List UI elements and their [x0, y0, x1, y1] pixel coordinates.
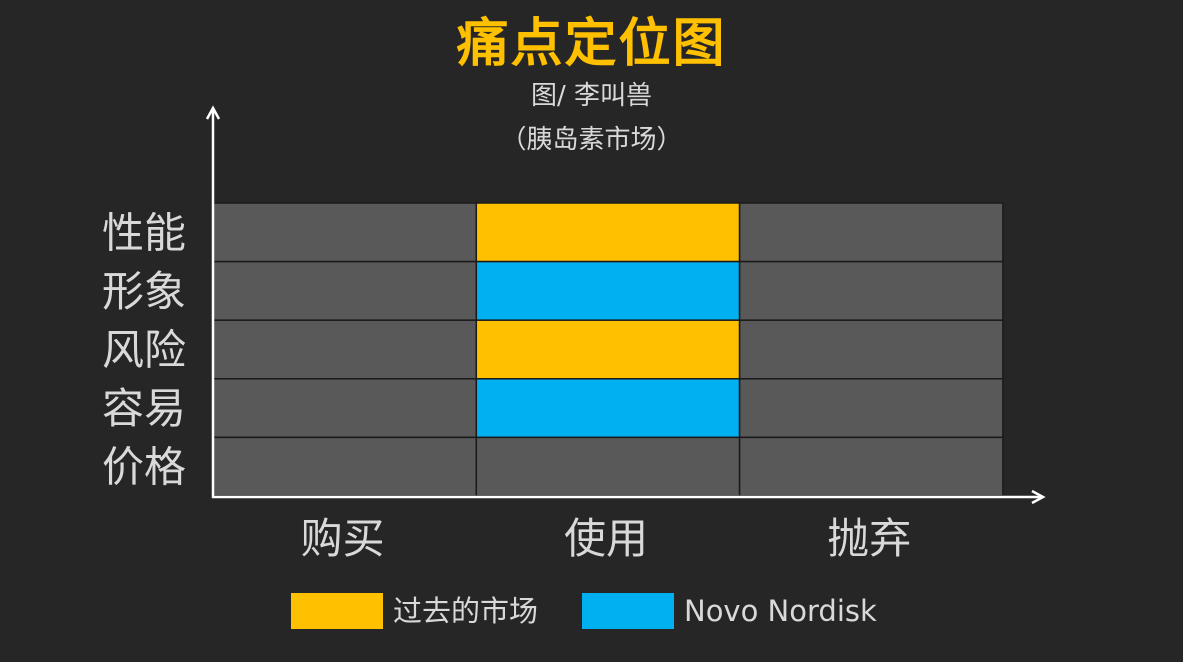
heatmap-cell-r1-c0	[212, 260, 478, 321]
chart-title: 痛点定位图	[456, 14, 727, 74]
heatmap-cell-r2-c1	[475, 319, 741, 380]
heatmap-cell-r3-c0	[212, 378, 478, 439]
heatmap-cell-r3-c2	[738, 378, 1004, 439]
x-axis-label-1: 使用	[564, 514, 648, 563]
chart-subtitle-market: （胰岛素市场）	[500, 125, 683, 155]
legend-swatch-past-market	[291, 593, 383, 629]
x-axis-label-0: 购买	[301, 514, 385, 563]
legend-label-past-market: 过去的市场	[393, 594, 539, 628]
heatmap-cell-r1-c2	[738, 260, 1004, 321]
heatmap-cell-r3-c1	[475, 378, 741, 439]
heatmap-cell-r0-c2	[738, 202, 1004, 263]
heatmap-cell-r2-c2	[738, 319, 1004, 380]
y-axis-label-3: 容易	[102, 384, 186, 433]
heatmap-cell-r4-c0	[212, 436, 478, 497]
y-axis-arrow	[205, 105, 221, 120]
legend-item-novo-nordisk: Novo Nordisk	[582, 592, 877, 630]
y-axis-label-1: 形象	[102, 267, 186, 316]
x-axis-arrow	[1031, 489, 1046, 505]
legend-label-novo-nordisk: Novo Nordisk	[684, 594, 877, 628]
legend-swatch-novo-nordisk	[582, 593, 674, 629]
y-axis-label-2: 风险	[102, 326, 186, 375]
y-axis-label-0: 性能	[102, 208, 186, 257]
heatmap-cell-r4-c2	[738, 436, 1004, 497]
legend-item-past-market: 过去的市场	[291, 592, 538, 630]
y-axis-label-4: 价格	[102, 443, 186, 492]
heatmap-cell-r4-c1	[475, 436, 741, 497]
heatmap-cell-r0-c1	[475, 202, 741, 263]
heatmap-cell-r1-c1	[475, 260, 741, 321]
heatmap-cell-r0-c0	[212, 202, 478, 263]
x-axis-label-2: 抛弃	[827, 514, 911, 563]
heatmap-cell-r2-c0	[212, 319, 478, 380]
chart-subtitle-author: 图/ 李叫兽	[530, 81, 653, 111]
